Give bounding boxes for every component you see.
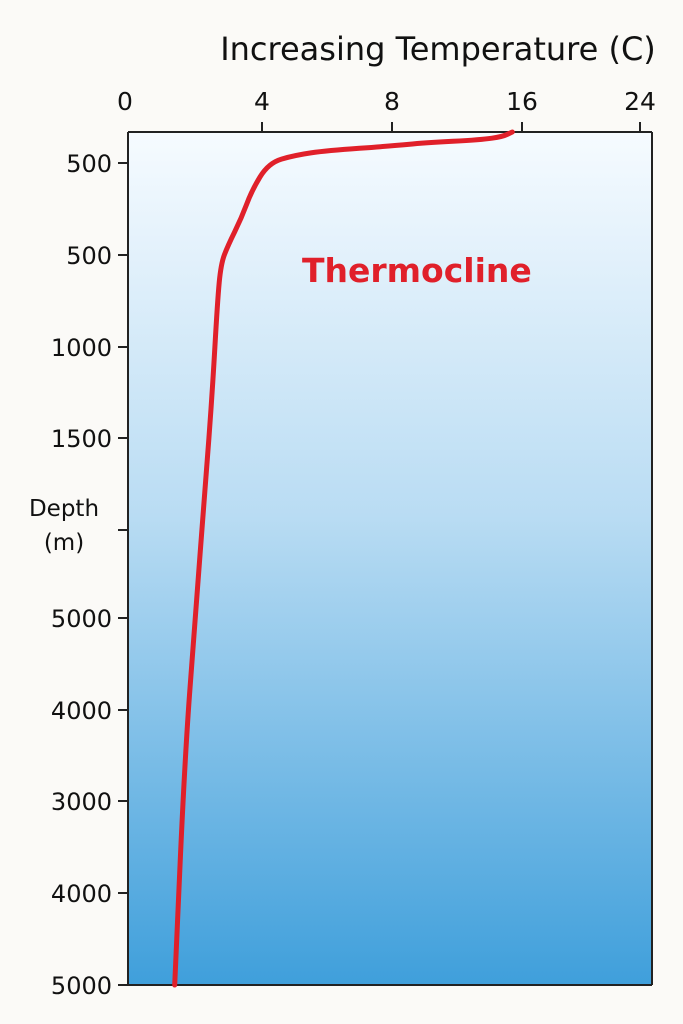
y-tick-label: 1000 — [51, 334, 112, 362]
y-tick-label: 4000 — [51, 880, 112, 908]
thermocline-annotation: Thermocline — [302, 251, 532, 290]
x-ticks: 0 4 8 16 24 — [117, 87, 656, 132]
y-tick-label: 4000 — [51, 697, 112, 725]
x-tick-label: 8 — [384, 87, 400, 116]
y-tick-label: 500 — [66, 242, 112, 270]
y-tick-label: 5000 — [51, 605, 112, 633]
x-tick-label: 24 — [624, 87, 656, 116]
x-tick-label: 4 — [254, 87, 270, 116]
y-ticks: 500 500 1000 1500 5000 4000 3000 4000 5000 — [51, 150, 128, 1000]
x-tick-label: 0 — [117, 87, 133, 116]
y-axis-label-line2: (m) — [44, 530, 84, 556]
y-tick-label: 3000 — [51, 788, 112, 816]
temperature-profile-line — [172, 129, 515, 988]
y-tick-label: 1500 — [51, 425, 112, 453]
y-tick-label: 500 — [66, 150, 112, 178]
chart-title: Increasing Temperature (C) — [220, 30, 656, 68]
y-axis-label-line1: Depth — [29, 496, 99, 522]
y-tick-label: 5000 — [51, 972, 112, 1000]
x-tick-label: 16 — [506, 87, 538, 116]
plot-background — [128, 132, 652, 985]
axes — [127, 131, 653, 986]
